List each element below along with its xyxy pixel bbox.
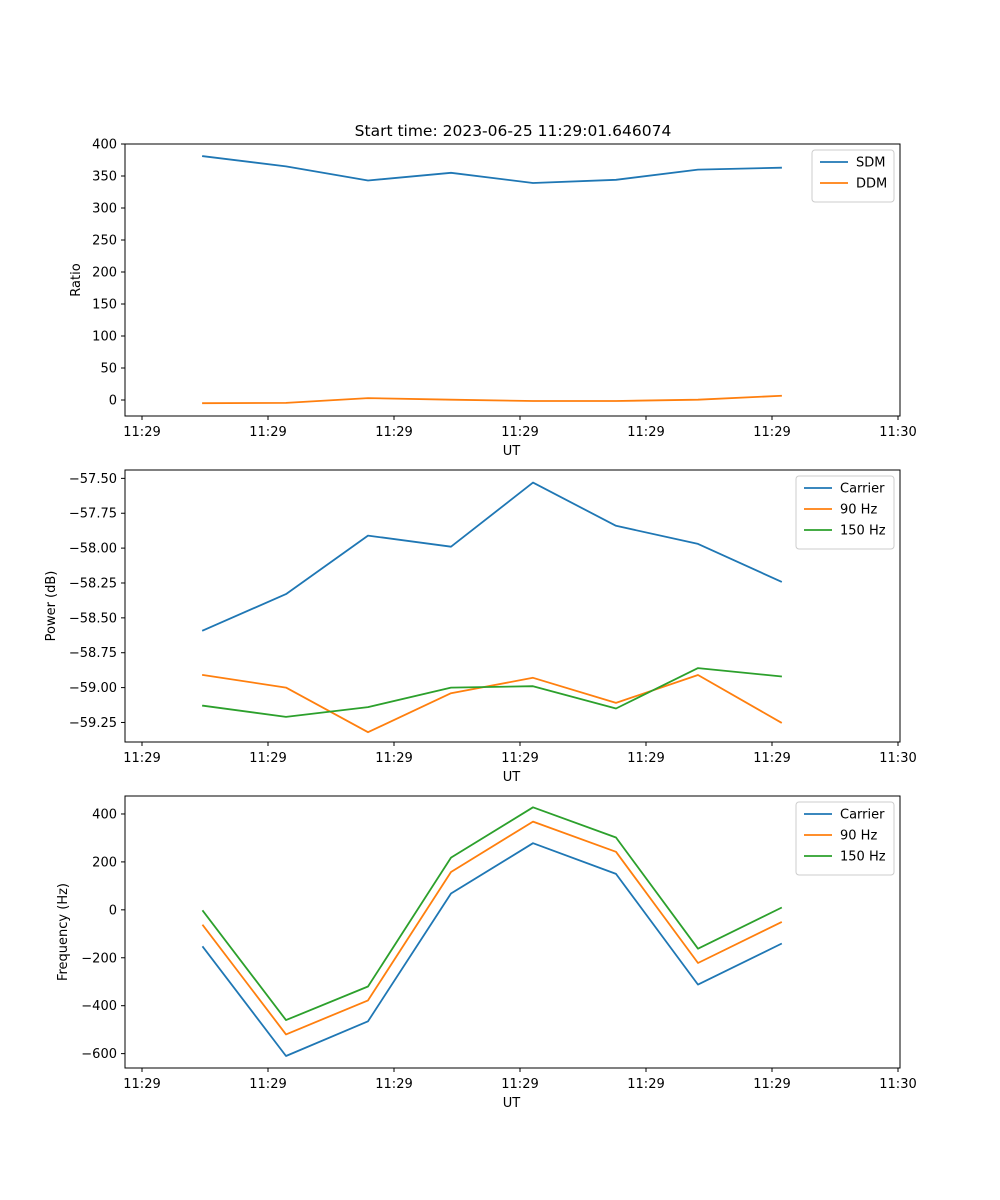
- legend-frame: [811, 149, 895, 203]
- y-tick-label: 100: [92, 330, 117, 345]
- plot-frame: [124, 795, 901, 1069]
- series-line-150-hz: [201, 667, 782, 718]
- charts-container: 11:29 11:29 11:29 11:29 11:29 11:29 11:30 0 50 10…: [44, 138, 917, 1112]
- x-tick-label: 11:29: [501, 1077, 538, 1092]
- x-tick-label: 11:29: [249, 751, 286, 766]
- legend: SDM DDM: [811, 149, 895, 203]
- y-tick-label: 150: [92, 298, 117, 313]
- chart-panel-1: 11:29 11:29 11:29 11:29 11:29 11:29 11:30 0 50 10…: [69, 138, 917, 460]
- y-tick-label: −600: [81, 1047, 117, 1062]
- x-tick-label: 11:29: [123, 1077, 160, 1092]
- x-tick-label: 11:29: [627, 425, 664, 440]
- x-tick-label: 11:29: [375, 1077, 412, 1092]
- series-line-90-hz: [201, 820, 783, 1036]
- legend-label: 90 Hz: [840, 503, 877, 518]
- series-line-150-hz: [201, 806, 783, 1021]
- series-line-ddm: [202, 394, 782, 405]
- y-tick-label: 0: [109, 903, 117, 918]
- y-tick-label: 300: [92, 202, 117, 217]
- y-tick-label: −58.50: [69, 611, 117, 626]
- y-tick-label: 400: [92, 807, 117, 822]
- x-tick-label: 11:30: [879, 425, 916, 440]
- x-axis-label: UT: [503, 770, 521, 785]
- x-axis-label: UT: [503, 1096, 521, 1111]
- x-tick-label: 11:29: [249, 425, 286, 440]
- y-tick-label: −400: [81, 999, 117, 1014]
- y-tick-label: −57.75: [69, 507, 117, 522]
- x-tick-label: 11:29: [627, 751, 664, 766]
- x-tick-label: 11:29: [501, 425, 538, 440]
- y-tick-label: −58.75: [69, 646, 117, 661]
- legend-label: 150 Hz: [840, 524, 886, 539]
- y-tick-label: 50: [100, 362, 117, 377]
- y-tick-label: −58.25: [69, 576, 117, 591]
- x-tick-label: 11:30: [879, 751, 916, 766]
- y-tick-label: 400: [92, 138, 117, 153]
- y-tick-label: −58.00: [69, 542, 117, 557]
- y-axis-label: Frequency (Hz): [56, 883, 71, 981]
- series-line-90-hz: [201, 673, 783, 734]
- x-tick-label: 11:29: [753, 751, 790, 766]
- legend-label: Carrier: [840, 808, 885, 823]
- x-tick-label: 11:29: [249, 1077, 286, 1092]
- y-tick-label: 0: [109, 394, 117, 409]
- x-tick-label: 11:29: [627, 1077, 664, 1092]
- x-tick-label: 11:29: [753, 425, 790, 440]
- y-tick-label: 250: [92, 234, 117, 249]
- x-axis-label: UT: [503, 444, 521, 459]
- legend: Carrier 90 Hz 150 Hz: [795, 801, 895, 876]
- legend-label: DDM: [856, 177, 887, 192]
- y-tick-label: −59.00: [69, 681, 117, 696]
- y-axis-label: Power (dB): [44, 571, 59, 642]
- x-tick-label: 11:29: [375, 425, 412, 440]
- x-tick-label: 11:30: [879, 1077, 916, 1092]
- x-tick-label: 11:29: [753, 1077, 790, 1092]
- y-tick-label: −57.50: [69, 472, 117, 487]
- legend-label: Carrier: [840, 482, 885, 497]
- legend-label: 150 Hz: [840, 850, 886, 865]
- plot-frame: [124, 469, 901, 743]
- series-line-carrier: [201, 481, 783, 632]
- y-tick-label: 350: [92, 170, 117, 185]
- figure-title: Start time: 2023-06-25 11:29:01.646074: [355, 122, 672, 140]
- x-tick-label: 11:29: [375, 751, 412, 766]
- y-tick-label: −59.25: [69, 716, 117, 731]
- y-axis-label: Ratio: [69, 263, 84, 296]
- legend-label: SDM: [856, 156, 885, 171]
- legend-label: 90 Hz: [840, 829, 877, 844]
- series-line-carrier: [201, 842, 783, 1057]
- x-tick-label: 11:29: [123, 425, 160, 440]
- plot-frame: [124, 143, 901, 417]
- x-tick-label: 11:29: [123, 751, 160, 766]
- x-tick-label: 11:29: [501, 751, 538, 766]
- legend: Carrier 90 Hz 150 Hz: [795, 475, 895, 550]
- y-tick-label: −200: [81, 951, 117, 966]
- y-tick-label: 200: [92, 855, 117, 870]
- y-tick-label: 200: [92, 266, 117, 281]
- chart-panel-2: 11:29 11:29 11:29 11:29 11:29 11:29 11:30 −57.5…: [44, 469, 917, 785]
- chart-panel-3: 11:29 11:29 11:29 11:29 11:29 11:29 11:30 400 20…: [56, 795, 917, 1111]
- series-line-sdm: [201, 155, 782, 184]
